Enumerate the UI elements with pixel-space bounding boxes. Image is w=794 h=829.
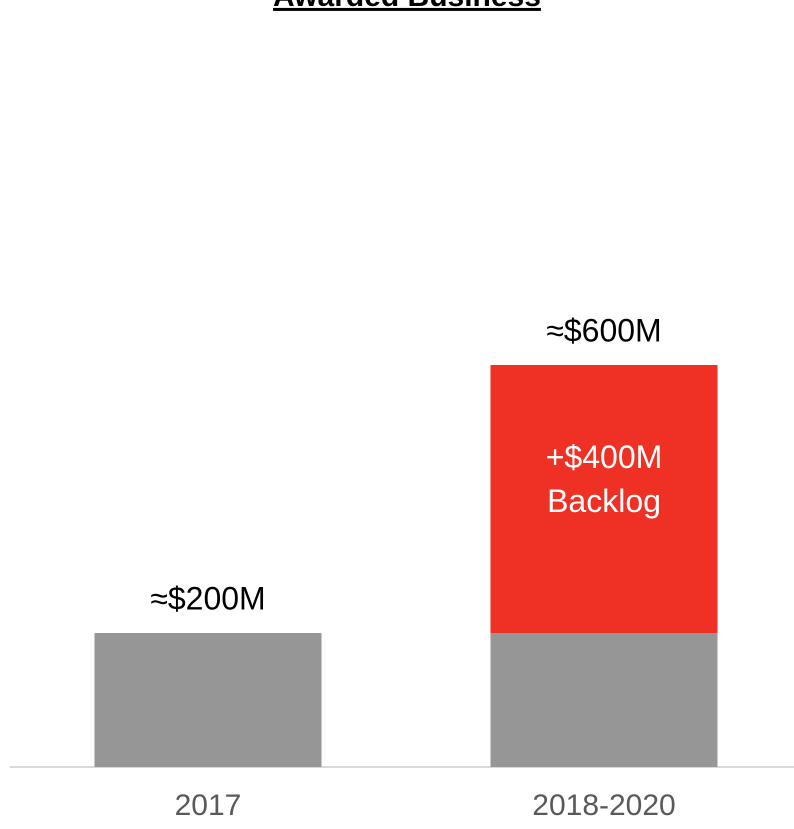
x-tick-label: 2018-2020: [532, 789, 675, 822]
segment-label: +$400M Backlog: [545, 439, 663, 519]
x-tick-label: 2017: [175, 789, 242, 822]
chart-title: Awarded Business: [273, 0, 541, 13]
segment-label-box: +$400M Backlog: [545, 439, 663, 519]
total-label: ≈$200M: [150, 580, 265, 616]
bar-segment: [490, 633, 718, 767]
total-label: ≈$600M: [546, 312, 661, 348]
bar-segment: [490, 365, 718, 633]
bar-segment: [94, 633, 322, 767]
